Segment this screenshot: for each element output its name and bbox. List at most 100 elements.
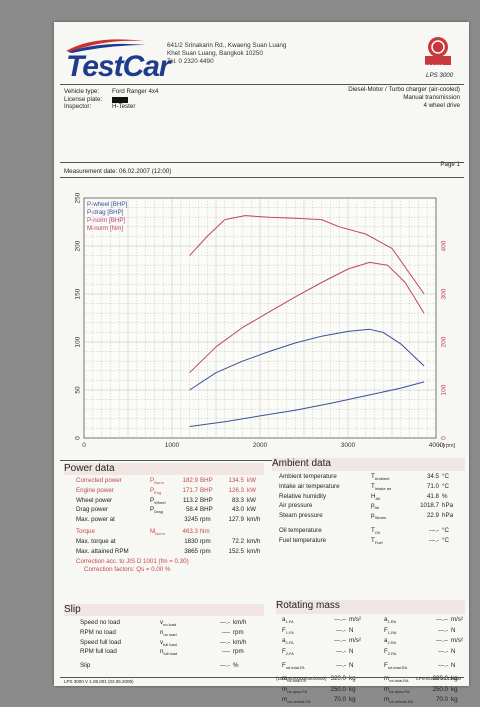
page-number: Page 1 [440, 161, 460, 168]
rotating-mass-row: mrot-vehicle-FA 70.0 kg [282, 696, 374, 707]
legend-entry: P-drag [BHP] [87, 209, 124, 216]
power-row-value-2: 127.9 [228, 516, 244, 524]
transmission: Manual transmission [403, 94, 460, 101]
front-axle-unit: m/s² [349, 616, 362, 623]
power-row-value-2: 126.3 [228, 486, 244, 494]
ambient-row-symbol: TOil [371, 527, 380, 536]
slip-row-value: ---- [221, 628, 230, 636]
ambient-row-unit: hPa [442, 502, 454, 510]
front-axle-value: ---.- [336, 626, 346, 634]
slip-row-value: ---.- [220, 619, 230, 626]
rear-axle-value: 320.0 [432, 675, 448, 683]
power-row-unit-2: kW [247, 477, 256, 484]
slip-row-label: Speed no load [80, 619, 120, 626]
ambient-row: Air pressure pAir 1018.7 hPa [279, 502, 464, 512]
slip-row-unit: km/h [233, 619, 247, 626]
ambient-row-symbol: HAir [371, 492, 381, 501]
x-tick-label: 2000 [253, 442, 268, 449]
front-axle-value: 250.0 [330, 685, 346, 693]
torque-value: 463.3 [182, 527, 198, 535]
front-axle-unit: kg [349, 696, 356, 704]
footer-divider [60, 677, 464, 678]
front-axle-value: 70.0 [333, 696, 346, 704]
rear-axle-symbol: F1-RA [384, 626, 397, 635]
front-axle-value: 320.0 [330, 675, 346, 683]
slip-row-unit: % [233, 662, 239, 670]
slip-row-label: Speed full load [80, 638, 121, 646]
ambient-row-symbol: pSteam [371, 512, 387, 521]
slip-title: Slip [64, 604, 81, 615]
rear-axle-value: ---.-- [435, 616, 448, 623]
torque-symbol: MNorm [150, 527, 165, 537]
rear-axle-symbol: a1-RA [384, 616, 397, 625]
ambient-row-label: Air pressure [279, 502, 313, 510]
rotating-mass-row: mrot-total-FA 320.0 kg [282, 675, 374, 686]
torque-label: Torque [76, 527, 95, 535]
rear-axle-unit: kg [451, 696, 458, 704]
power-data-title: Power data [64, 463, 115, 474]
footer-center: (100/000/0000/000/0000) [276, 676, 327, 681]
max-rpm-label: Max. attained RPM [76, 548, 129, 556]
max-torque-rpm: 1830 [184, 537, 198, 545]
company-address: 641/2 Srinakarin Rd., Kwaeng Suan Luang … [167, 42, 286, 66]
power-row-unit-2: kW [247, 486, 256, 494]
brand-label: MAHA [425, 64, 445, 71]
power-data-table: Corrected power PNorm 182.9 BHP 134.5 kW… [76, 477, 271, 573]
vehicle-type-value: Ford Ranger 4x4 [112, 88, 159, 95]
ambient-row-value: 1018.7 [420, 502, 439, 510]
power-row: Engine power PEng 171.7 BHP 126.3 kW [76, 487, 271, 497]
ambient-row-label: Relative humidity [279, 492, 327, 500]
front-axle-unit: kg [349, 685, 356, 693]
footer-right: LPS-EURO V1.13.000 [416, 676, 461, 681]
ambient-row-symbol: TAmbient [371, 473, 390, 482]
rear-axle-value: 250.0 [432, 685, 448, 693]
rotating-mass-row: mrot-dyno-FA 250.0 kg [282, 686, 374, 697]
series-line-1 [189, 328, 425, 391]
front-axle-value: ---.- [336, 647, 346, 655]
series-line-3 [189, 261, 425, 374]
ambient-row: Intake air temperature TIntake air 71.0 … [279, 483, 464, 493]
rear-axle-unit: m/s² [451, 616, 464, 623]
front-axle-unit: m/s² [349, 637, 362, 645]
ambient-row-label: Fuel temperature [279, 536, 327, 544]
slip-row: RPM no load nno load ---- rpm [80, 629, 270, 639]
chart-bottom-divider [60, 460, 464, 461]
logo-text: TestCar [66, 50, 171, 83]
ambient-row-symbol: TFuel [371, 536, 383, 546]
legend-entry: M-norm [Nm] [87, 225, 123, 232]
rotating-mass-row: a1-RA ---.-- m/s² [384, 616, 466, 627]
front-axle-value: ---.-- [333, 616, 346, 623]
x-tick-label: 0 [82, 442, 86, 449]
rotating-mass-row: Frot-total-RA ---.- N [384, 662, 466, 673]
power-row-symbol: PWheel [150, 496, 166, 505]
ambient-row-value: 22.9 [426, 512, 439, 520]
x-tick-label: 3000 [341, 442, 356, 449]
inspector-label: Inspector: [64, 103, 92, 111]
max-rpm-row: Max. attained RPM 3865 rpm 152.5 km/h [76, 548, 261, 556]
address-line: 641/2 Srinakarin Rd., Kwaeng Suan Luang [167, 42, 287, 49]
rear-axle-symbol: mrot-total-RA [384, 675, 409, 684]
slip-row: RPM full load nfull load ---- rpm [80, 648, 270, 658]
rear-axle-symbol: a2-RA [384, 637, 397, 646]
slip-row-value: ---.- [220, 638, 230, 646]
ambient-row-unit: °C [442, 482, 449, 490]
license-plate-label: License plate: [64, 95, 103, 103]
ambient-row-label: Steam pressure [279, 512, 323, 520]
ambient-row-value: 34.5 [426, 473, 439, 480]
ambient-row-label: Oil temperature [279, 527, 322, 535]
power-row-value: 58.4 [185, 506, 198, 514]
front-axle-symbol: F1-FA [282, 626, 294, 635]
max-torque-speed: 72.2 [231, 537, 244, 545]
rear-axle-unit: kg [451, 675, 458, 683]
rotating-mass-front-axle: a1-FA ---.-- m/s² F1-FA ---.- N a2-FA --… [282, 616, 374, 707]
ambient-row-unit: °C [442, 527, 449, 535]
front-axle-symbol: a2-FA [282, 637, 294, 646]
slip-row-symbol: nno load [160, 628, 177, 638]
front-axle-unit: N [349, 647, 354, 655]
power-row-value: 3245 [184, 516, 198, 524]
rear-axle-symbol: F2-RA [384, 647, 397, 657]
rear-axle-value: 70.0 [435, 696, 448, 704]
address-line: Tel. 0 2320 4490 [167, 58, 214, 65]
y-left-tick-label: 250 [75, 192, 82, 203]
